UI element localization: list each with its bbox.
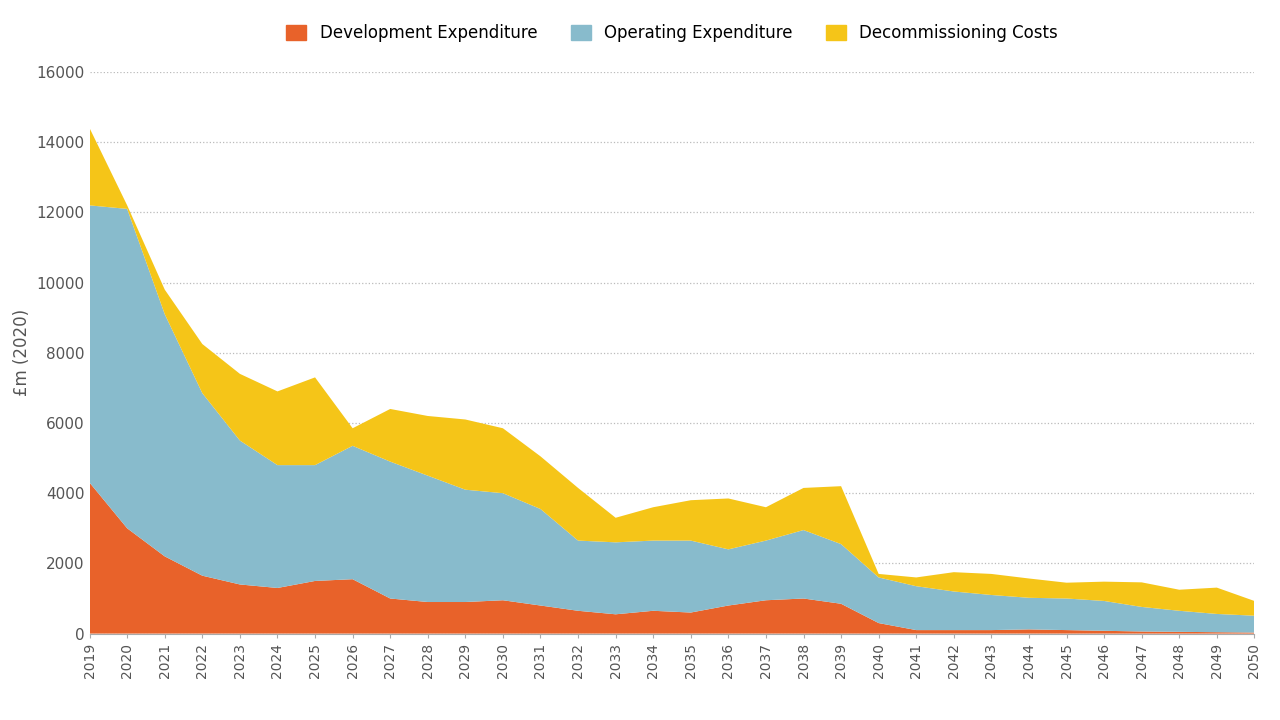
Legend: Development Expenditure, Operating Expenditure, Decommissioning Costs: Development Expenditure, Operating Expen… bbox=[287, 24, 1057, 42]
Y-axis label: £m (2020): £m (2020) bbox=[13, 309, 31, 397]
